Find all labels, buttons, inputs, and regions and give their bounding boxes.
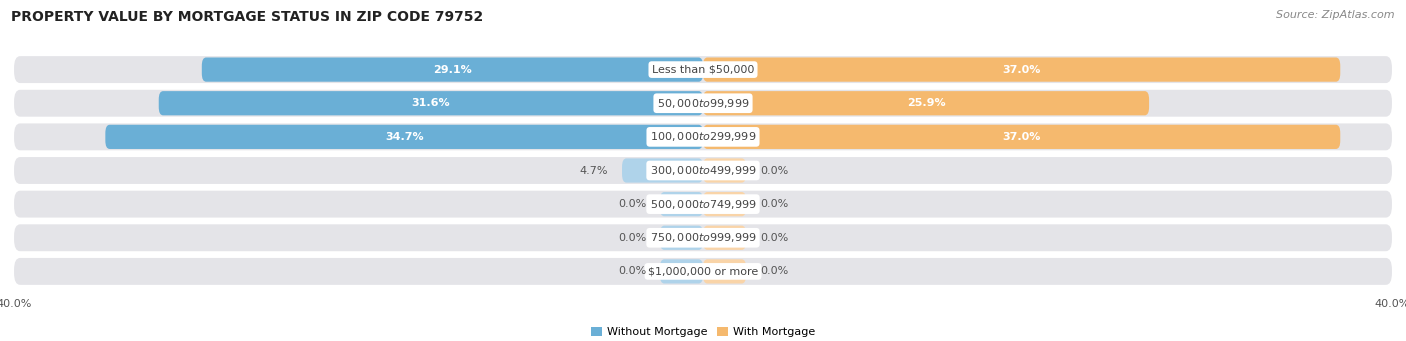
Text: 37.0%: 37.0% — [1002, 64, 1040, 75]
FancyBboxPatch shape — [703, 125, 1340, 149]
FancyBboxPatch shape — [703, 259, 747, 283]
Text: 31.6%: 31.6% — [412, 98, 450, 108]
Text: $500,000 to $749,999: $500,000 to $749,999 — [650, 198, 756, 211]
FancyBboxPatch shape — [703, 192, 747, 216]
Text: 0.0%: 0.0% — [759, 199, 789, 209]
FancyBboxPatch shape — [703, 58, 1340, 82]
FancyBboxPatch shape — [202, 58, 703, 82]
FancyBboxPatch shape — [659, 259, 703, 283]
Text: $300,000 to $499,999: $300,000 to $499,999 — [650, 164, 756, 177]
FancyBboxPatch shape — [14, 224, 1392, 251]
FancyBboxPatch shape — [14, 56, 1392, 83]
Text: $1,000,000 or more: $1,000,000 or more — [648, 266, 758, 277]
Text: 37.0%: 37.0% — [1002, 132, 1040, 142]
FancyBboxPatch shape — [14, 191, 1392, 218]
FancyBboxPatch shape — [703, 226, 747, 250]
Text: 0.0%: 0.0% — [759, 266, 789, 277]
Text: 0.0%: 0.0% — [617, 199, 647, 209]
FancyBboxPatch shape — [659, 192, 703, 216]
Text: 0.0%: 0.0% — [617, 266, 647, 277]
FancyBboxPatch shape — [703, 91, 1149, 115]
Text: PROPERTY VALUE BY MORTGAGE STATUS IN ZIP CODE 79752: PROPERTY VALUE BY MORTGAGE STATUS IN ZIP… — [11, 10, 484, 24]
Text: 4.7%: 4.7% — [579, 165, 609, 176]
Text: $50,000 to $99,999: $50,000 to $99,999 — [657, 97, 749, 110]
Text: 0.0%: 0.0% — [759, 165, 789, 176]
Text: Source: ZipAtlas.com: Source: ZipAtlas.com — [1277, 10, 1395, 20]
Text: 0.0%: 0.0% — [617, 233, 647, 243]
FancyBboxPatch shape — [14, 157, 1392, 184]
FancyBboxPatch shape — [105, 125, 703, 149]
Text: $100,000 to $299,999: $100,000 to $299,999 — [650, 130, 756, 143]
FancyBboxPatch shape — [14, 90, 1392, 117]
Legend: Without Mortgage, With Mortgage: Without Mortgage, With Mortgage — [586, 322, 820, 341]
FancyBboxPatch shape — [14, 258, 1392, 285]
FancyBboxPatch shape — [159, 91, 703, 115]
Text: 34.7%: 34.7% — [385, 132, 423, 142]
Text: $750,000 to $999,999: $750,000 to $999,999 — [650, 231, 756, 244]
Text: 29.1%: 29.1% — [433, 64, 472, 75]
Text: 25.9%: 25.9% — [907, 98, 945, 108]
Text: Less than $50,000: Less than $50,000 — [652, 64, 754, 75]
FancyBboxPatch shape — [14, 123, 1392, 150]
FancyBboxPatch shape — [621, 158, 703, 183]
Text: 0.0%: 0.0% — [759, 233, 789, 243]
FancyBboxPatch shape — [659, 226, 703, 250]
FancyBboxPatch shape — [703, 158, 747, 183]
